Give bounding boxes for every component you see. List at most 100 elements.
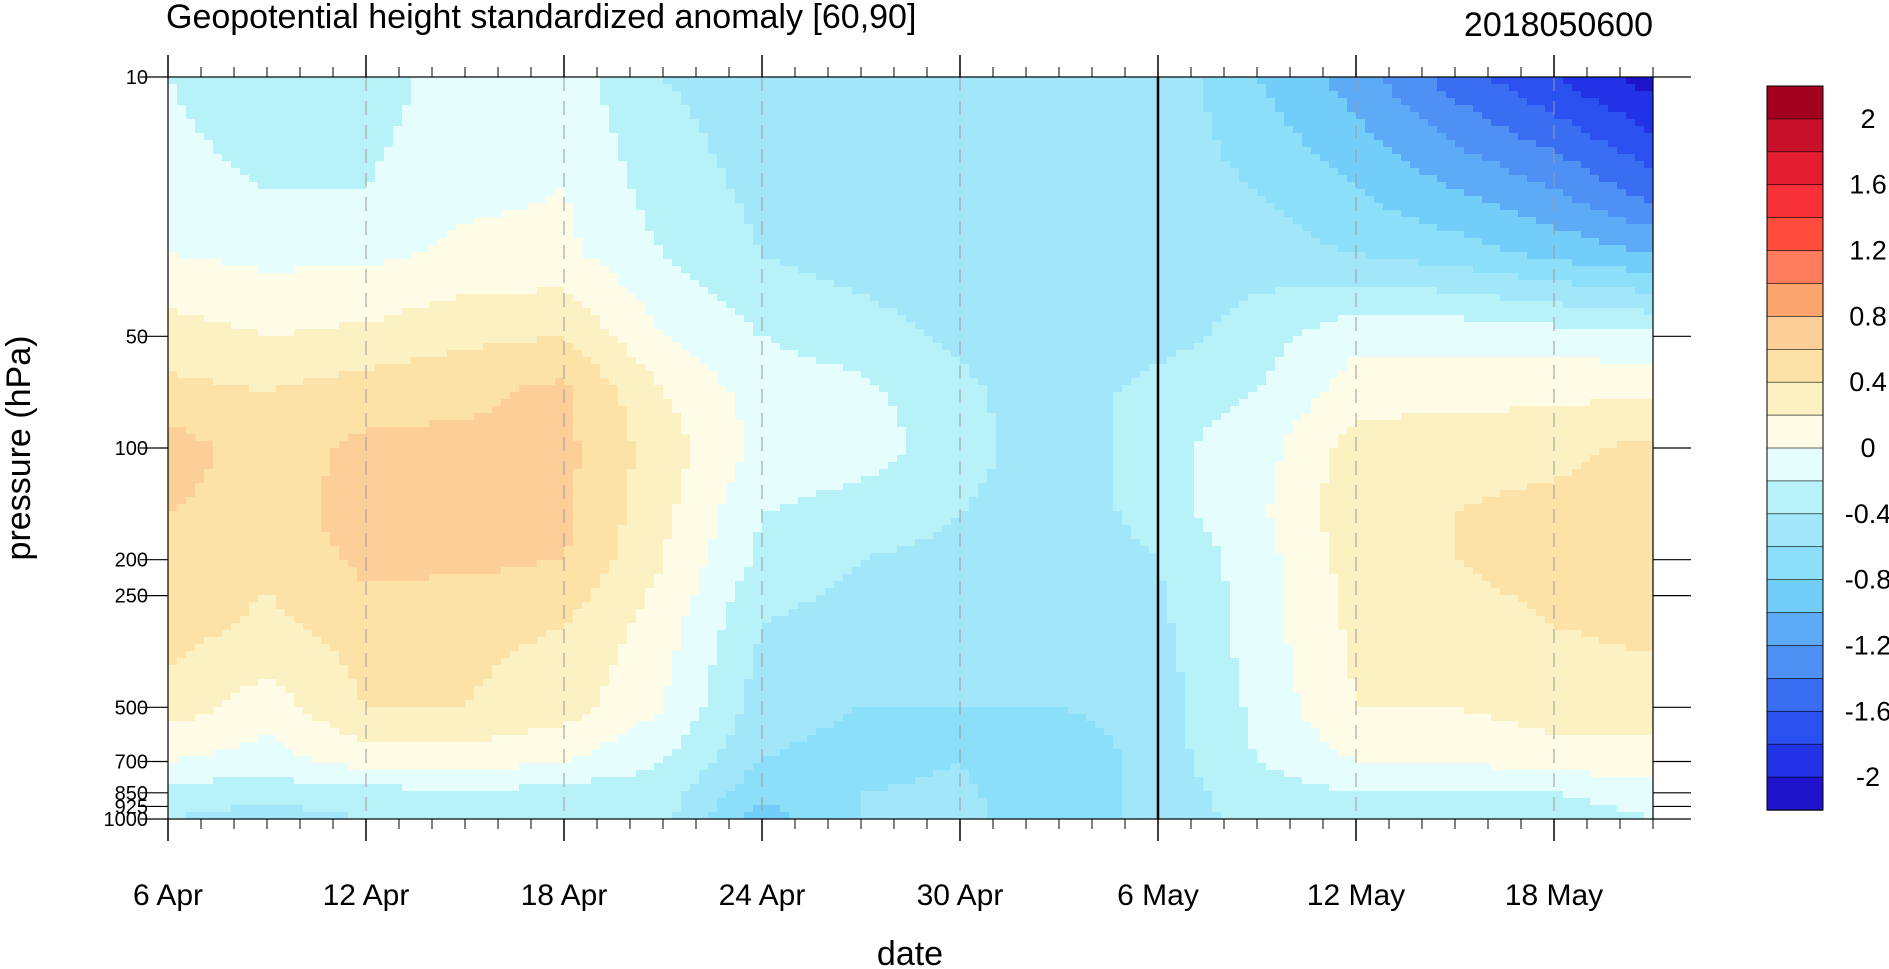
field-cell bbox=[456, 574, 466, 582]
field-cell bbox=[348, 147, 358, 155]
field-cell bbox=[510, 532, 520, 540]
field-cell bbox=[195, 259, 205, 267]
field-cell bbox=[420, 273, 430, 281]
field-cell bbox=[294, 154, 304, 162]
field-cell bbox=[321, 182, 331, 190]
field-cell bbox=[213, 665, 223, 673]
field-cell bbox=[258, 791, 268, 799]
field-cell bbox=[375, 308, 385, 316]
field-cell bbox=[330, 182, 340, 190]
field-cell bbox=[519, 182, 529, 190]
field-cell bbox=[528, 511, 538, 519]
field-cell bbox=[168, 392, 178, 400]
field-cell bbox=[546, 217, 556, 225]
field-cell bbox=[321, 749, 331, 757]
field-cell bbox=[249, 364, 259, 372]
field-cell bbox=[357, 280, 367, 288]
field-cell bbox=[546, 308, 556, 316]
field-cell bbox=[249, 280, 259, 288]
field-cell bbox=[231, 238, 241, 246]
field-cell bbox=[303, 77, 313, 85]
field-cell bbox=[339, 805, 349, 813]
field-cell bbox=[231, 777, 241, 785]
field-cell bbox=[519, 735, 529, 743]
field-cell bbox=[537, 287, 547, 295]
field-cell bbox=[357, 112, 367, 120]
field-cell bbox=[546, 343, 556, 351]
field-cell bbox=[537, 490, 547, 498]
field-cell bbox=[303, 637, 313, 645]
field-cell bbox=[573, 154, 583, 162]
field-cell bbox=[294, 595, 304, 603]
field-cell bbox=[465, 511, 475, 519]
field-cell bbox=[528, 231, 538, 239]
field-cell bbox=[177, 357, 187, 365]
field-cell bbox=[411, 658, 421, 666]
field-cell bbox=[384, 469, 394, 477]
field-cell bbox=[456, 791, 466, 799]
field-cell bbox=[582, 742, 592, 750]
field-cell bbox=[456, 343, 466, 351]
field-cell bbox=[420, 805, 430, 813]
field-cell bbox=[294, 322, 304, 330]
field-cell bbox=[195, 763, 205, 771]
field-cell bbox=[402, 588, 412, 596]
field-cell bbox=[420, 742, 430, 750]
field-cell bbox=[267, 665, 277, 673]
field-cell bbox=[357, 455, 367, 463]
field-cell bbox=[348, 658, 358, 666]
field-cell bbox=[474, 210, 484, 218]
field-cell bbox=[420, 700, 430, 708]
field-cell bbox=[438, 770, 448, 778]
field-cell bbox=[564, 98, 574, 106]
field-cell bbox=[186, 483, 196, 491]
field-cell bbox=[519, 490, 529, 498]
field-cell bbox=[474, 770, 484, 778]
field-cell bbox=[222, 140, 232, 148]
field-cell bbox=[222, 350, 232, 358]
field-cell bbox=[555, 224, 565, 232]
field-cell bbox=[429, 273, 439, 281]
field-cell bbox=[537, 371, 547, 379]
field-cell bbox=[420, 287, 430, 295]
field-cell bbox=[510, 245, 520, 253]
field-cell bbox=[168, 294, 178, 302]
field-cell bbox=[240, 434, 250, 442]
field-cell bbox=[348, 693, 358, 701]
field-cell bbox=[492, 658, 502, 666]
field-cell bbox=[501, 315, 511, 323]
field-cell bbox=[240, 637, 250, 645]
field-cell bbox=[384, 77, 394, 85]
field-cell bbox=[411, 434, 421, 442]
field-cell bbox=[294, 602, 304, 610]
field-cell bbox=[456, 441, 466, 449]
field-cell bbox=[240, 735, 250, 743]
field-cell bbox=[528, 623, 538, 631]
field-cell bbox=[420, 770, 430, 778]
field-cell bbox=[312, 238, 322, 246]
field-cell bbox=[492, 245, 502, 253]
field-cell bbox=[321, 434, 331, 442]
field-cell bbox=[267, 77, 277, 85]
field-cell bbox=[465, 91, 475, 99]
field-cell bbox=[573, 462, 583, 470]
field-cell bbox=[330, 686, 340, 694]
field-cell bbox=[186, 217, 196, 225]
field-cell bbox=[420, 616, 430, 624]
field-cell bbox=[573, 329, 583, 337]
field-cell bbox=[330, 742, 340, 750]
field-cell bbox=[168, 231, 178, 239]
field-cell bbox=[546, 189, 556, 197]
field-cell bbox=[339, 700, 349, 708]
field-cell bbox=[249, 476, 259, 484]
field-cell bbox=[546, 700, 556, 708]
field-cell bbox=[348, 98, 358, 106]
field-cell bbox=[564, 280, 574, 288]
field-cell bbox=[366, 371, 376, 379]
field-cell bbox=[240, 777, 250, 785]
field-cell bbox=[321, 455, 331, 463]
field-cell bbox=[366, 287, 376, 295]
field-cell bbox=[213, 455, 223, 463]
field-cell bbox=[258, 532, 268, 540]
field-cell bbox=[321, 707, 331, 715]
